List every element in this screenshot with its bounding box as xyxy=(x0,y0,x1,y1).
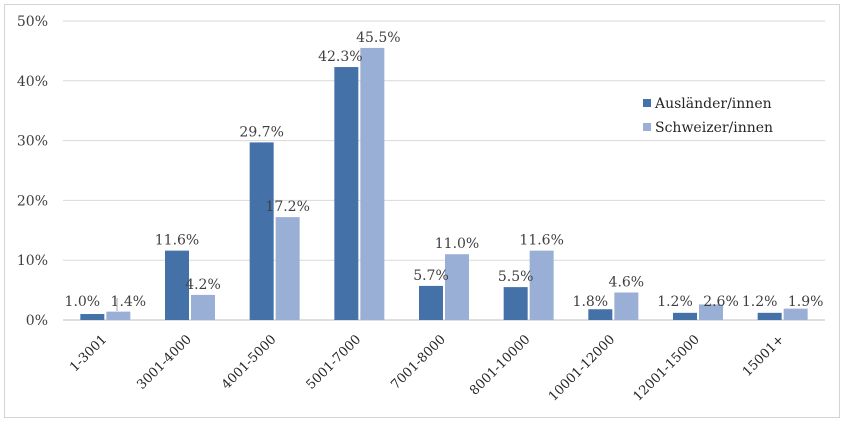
bar-schweizer xyxy=(699,304,723,320)
data-label: 5.5% xyxy=(498,269,534,285)
bar-schweizer xyxy=(275,217,300,320)
bar-schweizer xyxy=(783,308,808,320)
x-axis-categories: 1-3001 3001-4000 4001-5000 5001-7000 7001-80… xyxy=(67,332,787,404)
data-label: 42.3% xyxy=(318,49,362,65)
data-label: 1.2% xyxy=(742,294,778,310)
data-label: 17.2% xyxy=(265,199,309,215)
data-label: 11.6% xyxy=(155,233,199,249)
x-category-label: 15001+ xyxy=(740,332,788,380)
data-label: 1.0% xyxy=(65,294,101,310)
y-tick-label: 30% xyxy=(17,134,48,150)
data-label: 4.2% xyxy=(185,277,221,293)
data-label: 1.2% xyxy=(657,294,693,310)
data-labels: 1.0% 1.4% 11.6% 4.2% 29.7% 17.2% 42.3% 45.5% 5.7… xyxy=(65,30,824,311)
bar-auslaender xyxy=(165,250,189,320)
y-axis-ticks: 0% 10% 20% 30% 40% 50% xyxy=(17,14,48,329)
bar-schweizer xyxy=(191,294,215,320)
y-tick-label: 50% xyxy=(17,14,48,30)
bar-auslaender xyxy=(503,287,528,320)
y-tick-label: 10% xyxy=(17,253,48,269)
x-category-label: 10001-12000 xyxy=(546,332,618,404)
bar-schweizer xyxy=(445,254,469,320)
bar-auslaender xyxy=(588,309,613,320)
legend-swatch-auslaender xyxy=(643,99,651,107)
data-label: 11.0% xyxy=(435,236,479,252)
data-label: 2.6% xyxy=(703,294,739,310)
legend-label-schweizer: Schweizer/innen xyxy=(655,120,773,136)
gridlines xyxy=(63,20,825,321)
legend-swatch-schweizer xyxy=(643,123,651,131)
bar-schweizer xyxy=(614,292,639,320)
y-tick-label: 20% xyxy=(17,193,48,209)
x-category-label: 4001-5000 xyxy=(219,332,280,393)
data-label: 11.6% xyxy=(519,233,563,249)
x-category-label: 8001-10000 xyxy=(467,332,533,398)
y-tick-label: 0% xyxy=(26,313,48,329)
y-tick-label: 40% xyxy=(17,74,48,90)
bar-auslaender xyxy=(249,142,274,320)
bar-auslaender xyxy=(419,285,443,320)
x-category-label: 5001-7000 xyxy=(304,332,365,393)
x-category-label: 12001-15000 xyxy=(631,332,703,404)
bar-auslaender xyxy=(757,312,782,320)
legend-label-auslaender: Ausländer/innen xyxy=(654,96,772,112)
bar-auslaender xyxy=(334,67,359,321)
data-label: 1.9% xyxy=(788,294,824,310)
bar-schweizer xyxy=(529,250,554,320)
x-category-label: 1-3001 xyxy=(67,332,110,375)
bars xyxy=(80,47,808,321)
bar-schweizer xyxy=(106,311,131,320)
data-label: 45.5% xyxy=(356,30,400,46)
chart-frame xyxy=(4,4,840,418)
bar-auslaender xyxy=(673,312,697,320)
bar-schweizer xyxy=(360,47,385,320)
legend: Ausländer/innen Schweizer/innen xyxy=(643,96,773,136)
data-label: 1.4% xyxy=(111,294,147,310)
data-label: 29.7% xyxy=(239,124,283,140)
x-category-label: 3001-4000 xyxy=(134,332,195,393)
data-label: 1.8% xyxy=(573,294,609,310)
data-label: 4.6% xyxy=(609,274,645,290)
bar-auslaender xyxy=(80,314,105,320)
x-category-label: 7001-8000 xyxy=(388,332,449,393)
data-label: 5.7% xyxy=(413,268,449,284)
